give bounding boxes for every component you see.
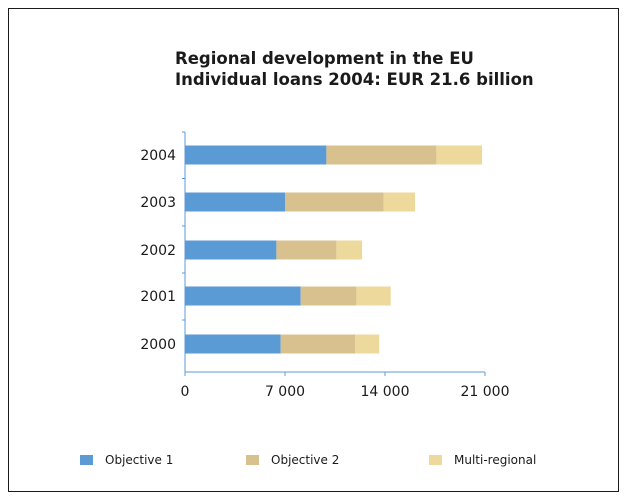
legend-item: Multi-regional bbox=[429, 453, 536, 467]
bar-2001-series-3 bbox=[356, 286, 391, 306]
x-tick-label: 0 bbox=[181, 384, 190, 400]
bar-2004-series-3 bbox=[436, 145, 483, 165]
bar-2001-series-2 bbox=[300, 286, 357, 306]
bar-2002-series-2 bbox=[276, 240, 337, 260]
legend-swatch bbox=[429, 455, 442, 465]
y-tick-label: 2001 bbox=[140, 289, 176, 305]
bar-2000-series-2 bbox=[280, 334, 355, 354]
legend-swatch bbox=[80, 455, 93, 465]
bar-2003-series-1 bbox=[185, 192, 285, 212]
bar-2004-series-2 bbox=[326, 145, 437, 165]
chart-title: Regional development in the EU bbox=[175, 49, 474, 68]
y-tick-label: 2002 bbox=[140, 243, 176, 259]
x-tick-label: 7 000 bbox=[265, 384, 305, 400]
bar-2001-series-1 bbox=[185, 286, 301, 306]
y-tick-label: 2003 bbox=[140, 195, 176, 211]
legend-item: Objective 2 bbox=[246, 453, 339, 467]
legend-item: Objective 1 bbox=[80, 453, 173, 467]
bar-2004-series-1 bbox=[185, 145, 327, 165]
legend-label: Objective 2 bbox=[271, 453, 340, 467]
x-tick-label: 21 000 bbox=[461, 384, 510, 400]
bar-2003-series-2 bbox=[285, 192, 384, 212]
x-tick-label: 14 000 bbox=[361, 384, 410, 400]
bar-2002-series-1 bbox=[185, 240, 277, 260]
bar-2003-series-3 bbox=[383, 192, 415, 212]
legend-swatch bbox=[246, 455, 259, 465]
bar-2000-series-1 bbox=[185, 334, 281, 354]
bar-2000-series-3 bbox=[355, 334, 380, 354]
y-tick-label: 2004 bbox=[140, 148, 176, 164]
chart-title-block: Regional development in the EU Individua… bbox=[175, 48, 534, 90]
legend: Objective 1 Objective 2 Multi-regional bbox=[0, 453, 629, 469]
legend-label: Objective 1 bbox=[105, 453, 174, 467]
chart-subtitle: Individual loans 2004: EUR 21.6 billion bbox=[175, 70, 534, 89]
bar-2002-series-3 bbox=[336, 240, 363, 260]
legend-label: Multi-regional bbox=[454, 453, 537, 467]
y-tick-label: 2000 bbox=[140, 337, 176, 353]
